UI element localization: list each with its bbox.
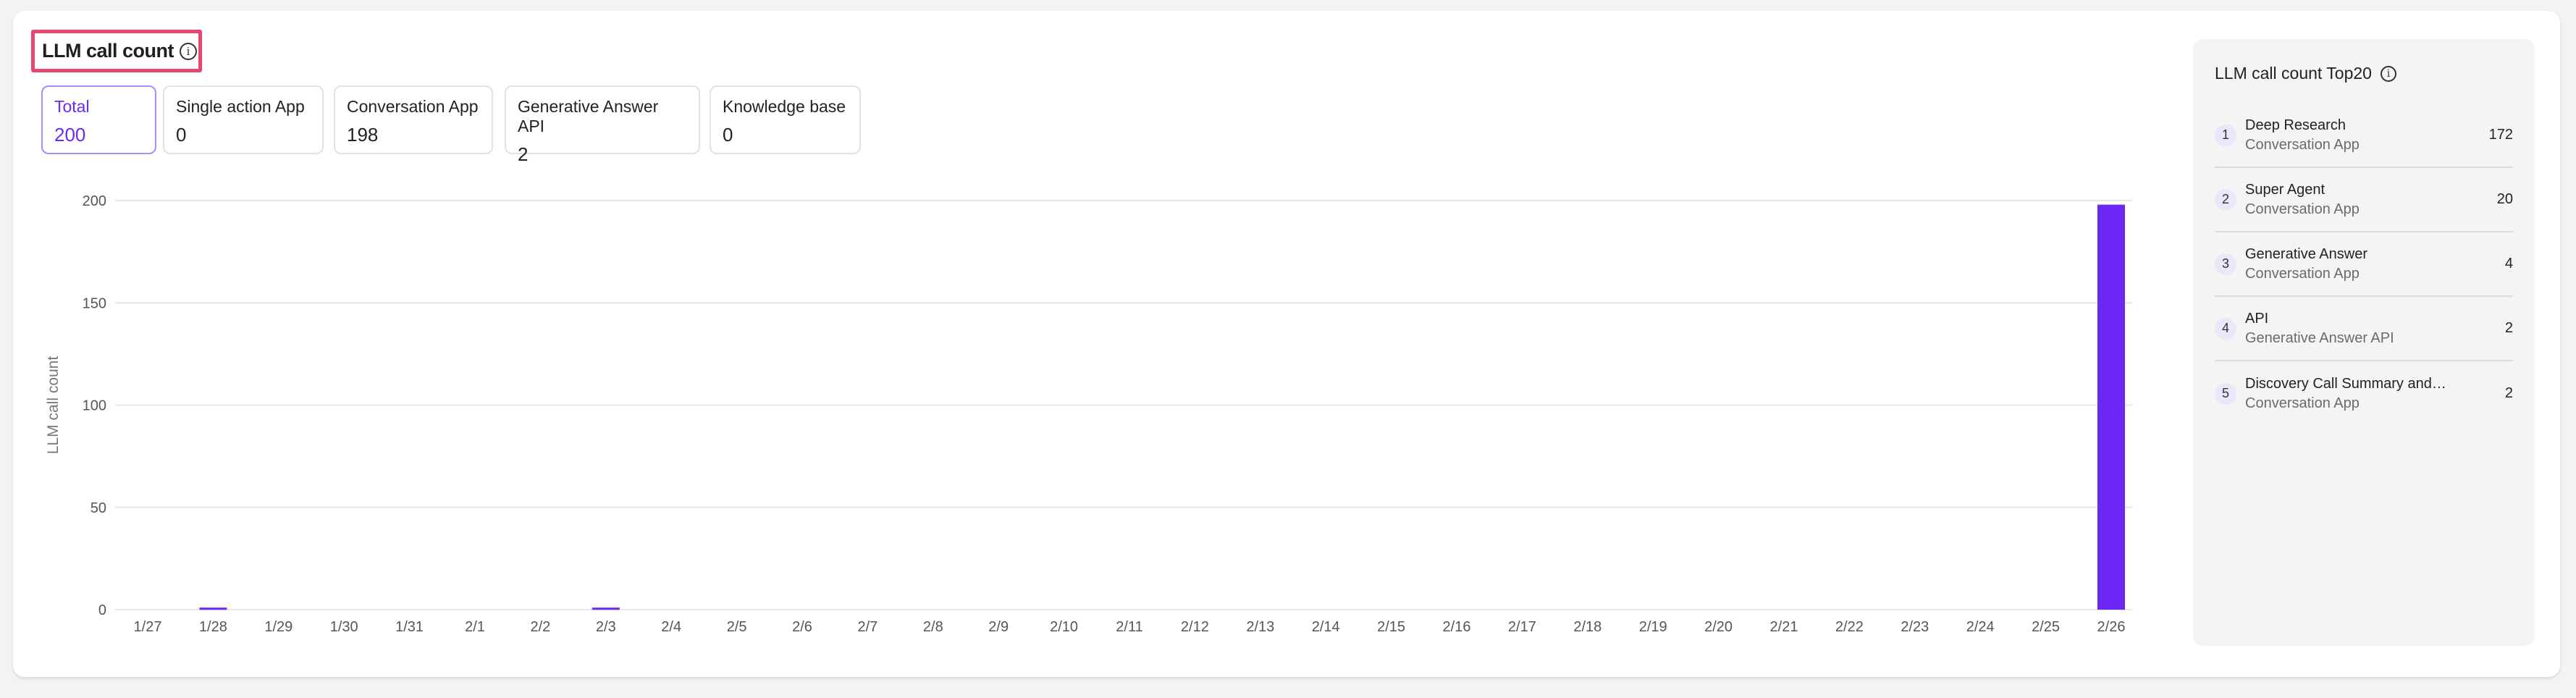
- bar: [592, 607, 620, 610]
- bar: [199, 607, 227, 610]
- x-tick-label: 2/20: [1704, 619, 1733, 635]
- x-tick-label: 2/1: [465, 619, 485, 635]
- stat-value: 2: [518, 143, 529, 165]
- item-count: 172: [2488, 127, 2513, 143]
- info-circle-icon[interactable]: i: [2380, 65, 2396, 82]
- x-tick-label: 1/29: [264, 619, 292, 635]
- item-type: Conversation App: [2245, 136, 2360, 153]
- bar: [2097, 204, 2125, 610]
- x-tick-label: 2/8: [923, 619, 943, 635]
- rank-badge: 1: [2215, 124, 2236, 146]
- stat-card-single-action-app[interactable]: Single action App 0: [163, 85, 324, 154]
- x-tick-label: 2/21: [1770, 619, 1798, 635]
- item-type: Generative Answer API: [2245, 329, 2394, 346]
- stat-value: 0: [723, 124, 733, 146]
- x-tick-label: 2/9: [988, 619, 1009, 635]
- item-name: Discovery Call Summary and…: [2245, 375, 2446, 392]
- stat-card-conversation-app[interactable]: Conversation App 198: [334, 85, 493, 154]
- x-tick-label: 2/23: [1901, 619, 1929, 635]
- item-name: Deep Research: [2245, 117, 2346, 133]
- rank-badge: 5: [2215, 382, 2236, 405]
- top20-title-row: LLM call count Top20 i: [2215, 64, 2513, 83]
- x-tick-label: 2/3: [596, 619, 616, 635]
- y-axis-label: LLM call count: [45, 356, 62, 455]
- x-tick-label: 2/14: [1312, 619, 1340, 635]
- rank-badge: 4: [2215, 317, 2236, 340]
- item-name: Super Agent: [2245, 181, 2325, 198]
- stat-card-total[interactable]: Total 200: [41, 85, 156, 154]
- x-tick-label: 2/16: [1443, 619, 1471, 635]
- x-tick-label: 1/31: [395, 619, 424, 635]
- rank-badge: 2: [2215, 188, 2236, 211]
- stat-value: 200: [54, 124, 86, 146]
- x-tick-label: 2/19: [1639, 619, 1667, 635]
- x-tick-label: 2/15: [1377, 619, 1405, 635]
- section-title: LLM call count i: [31, 30, 202, 72]
- stat-label: Single action App: [176, 97, 305, 116]
- page-title: LLM call count: [42, 40, 174, 62]
- item-count: 4: [2504, 256, 2513, 272]
- y-tick-label: 0: [98, 602, 106, 618]
- x-tick-label: 1/30: [330, 619, 358, 635]
- x-tick-label: 2/12: [1181, 619, 1209, 635]
- stat-label: Generative Answer API: [518, 97, 659, 135]
- x-tick-label: 2/11: [1116, 619, 1142, 635]
- x-tick-label: 1/27: [134, 619, 162, 635]
- x-tick-label: 2/22: [1835, 619, 1864, 635]
- x-tick-label: 2/2: [530, 619, 550, 635]
- rank-badge: 3: [2215, 253, 2236, 275]
- top20-panel: LLM call count Top20 i 1 Deep Research Con…: [2193, 39, 2535, 646]
- x-tick-label: 2/25: [2032, 619, 2060, 635]
- x-tick-label: 1/28: [199, 619, 227, 635]
- x-tick-label: 2/6: [792, 619, 812, 635]
- y-tick-label: 100: [83, 398, 106, 414]
- x-tick-label: 2/5: [727, 619, 747, 635]
- y-tick-label: 50: [91, 500, 106, 516]
- list-item[interactable]: 3 Generative Answer Conversation App 4: [2215, 232, 2513, 297]
- x-tick-label: 2/24: [1966, 619, 1995, 635]
- x-tick-label: 2/4: [661, 619, 681, 635]
- item-type: Conversation App: [2245, 395, 2360, 411]
- llm-call-count-card: [13, 11, 2560, 677]
- x-tick-label: 2/13: [1246, 619, 1274, 635]
- item-count: 2: [2504, 320, 2513, 336]
- item-type: Conversation App: [2245, 265, 2360, 282]
- y-tick-label: 150: [83, 295, 106, 311]
- item-name: Generative Answer: [2245, 245, 2367, 262]
- item-count: 20: [2496, 191, 2513, 207]
- top20-list: 1 Deep Research Conversation App 172 2 Super…: [2215, 104, 2513, 426]
- list-item[interactable]: 5 Discovery Call Summary and… Conversation…: [2215, 361, 2513, 426]
- stat-label: Knowledge base: [723, 97, 846, 116]
- stat-value: 0: [176, 124, 187, 146]
- bar-chart: 0 50 100 150 200 LLM call count 1/27 1/28 1/29 1/…: [45, 193, 2132, 635]
- y-tick-label: 200: [83, 193, 106, 209]
- top20-title: LLM call count Top20: [2215, 64, 2372, 83]
- x-tick-label: 2/10: [1050, 619, 1078, 635]
- list-item[interactable]: 4 API Generative Answer API 2: [2215, 297, 2513, 361]
- x-tick-label: 2/26: [2097, 619, 2126, 635]
- item-type: Conversation App: [2245, 201, 2360, 217]
- item-name: API: [2245, 310, 2269, 327]
- x-tick-label: 2/18: [1573, 619, 1601, 635]
- item-count: 2: [2504, 385, 2513, 401]
- stat-label: Total: [54, 97, 90, 116]
- stat-card-generative-answer-api[interactable]: Generative Answer API 2: [505, 85, 700, 165]
- x-tick-label: 2/7: [857, 619, 877, 635]
- info-circle-icon[interactable]: i: [180, 42, 197, 60]
- list-item[interactable]: 2 Super Agent Conversation App 20: [2215, 168, 2513, 232]
- list-item[interactable]: 1 Deep Research Conversation App 172: [2215, 104, 2513, 168]
- stat-value: 198: [347, 124, 379, 146]
- stat-card-knowledge-base[interactable]: Knowledge base 0: [710, 85, 861, 154]
- stat-label: Conversation App: [347, 97, 479, 116]
- x-tick-label: 2/17: [1508, 619, 1536, 635]
